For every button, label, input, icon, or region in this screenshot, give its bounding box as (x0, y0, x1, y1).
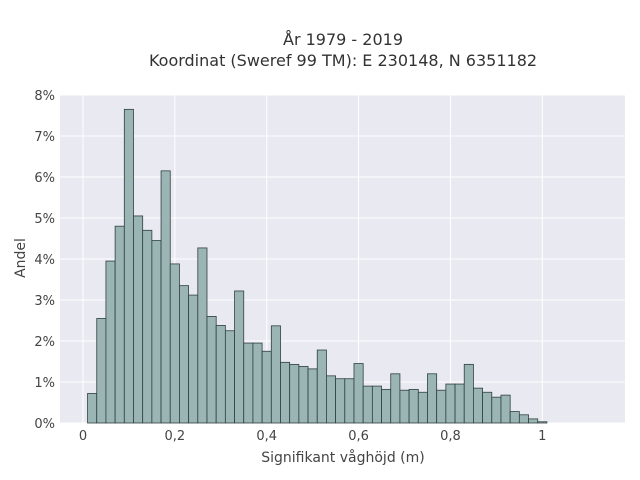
histogram-bar (243, 342, 254, 424)
histogram-bar (188, 294, 199, 424)
histogram-bar (142, 229, 153, 424)
histogram-bar (252, 342, 263, 424)
histogram-bar (353, 363, 364, 424)
y-tick-label: 0% (34, 417, 55, 432)
histogram-bar (500, 394, 511, 424)
histogram-bar (473, 387, 484, 424)
histogram-bar (123, 108, 134, 424)
y-axis-ticks: 0% 1% 2% 3% 4% 5% 6% 7% 8% (34, 89, 55, 432)
histogram-bar (151, 240, 162, 424)
x-tick-label: 0,2 (164, 429, 185, 444)
histogram-bar (463, 363, 474, 424)
x-tick-label: 0 (79, 429, 87, 444)
histogram-bar (179, 285, 190, 424)
histogram-bar (96, 318, 107, 424)
histogram-bar (371, 385, 382, 424)
histogram-bar (326, 375, 337, 424)
chart-title-line-2: Koordinat (Sweref 99 TM): E 230148, N 63… (149, 51, 537, 70)
histogram-bar (491, 396, 502, 424)
histogram-bar (289, 363, 300, 424)
y-tick-label: 7% (34, 130, 55, 145)
histogram-bar (234, 290, 245, 424)
x-axis-ticks: 0 0,2 0,4 0,6 0,8 1 (79, 429, 547, 444)
histogram-bar (307, 368, 318, 424)
histogram-bar (417, 391, 428, 424)
histogram-bar (133, 215, 144, 424)
histogram-bar (344, 378, 355, 424)
histogram-bar (399, 389, 410, 424)
histogram-bar (224, 330, 235, 424)
histogram-bar (362, 385, 373, 424)
histogram-bar (114, 225, 125, 424)
histogram-bar (436, 389, 447, 424)
y-tick-label: 1% (34, 376, 55, 391)
x-tick-label: 0,4 (256, 429, 277, 444)
histogram-bar (298, 366, 309, 424)
histogram-bar (454, 383, 465, 424)
histogram-bar (335, 378, 346, 424)
histogram-bar (261, 350, 272, 424)
y-tick-label: 3% (34, 294, 55, 309)
y-tick-label: 2% (34, 335, 55, 350)
histogram-bar (316, 349, 327, 424)
chart-title-line-1: År 1979 - 2019 (283, 30, 403, 49)
x-tick-label: 0,8 (440, 429, 461, 444)
histogram-bar (408, 388, 419, 424)
histogram-bar (206, 315, 217, 424)
x-tick-label: 0,6 (348, 429, 369, 444)
x-axis-title: Signifikant våghöjd (m) (261, 449, 424, 466)
histogram-bar (280, 361, 291, 424)
histogram-bar (197, 247, 208, 424)
histogram-bar (518, 414, 529, 424)
histogram-bar (390, 373, 401, 424)
x-tick-label: 1 (538, 429, 546, 444)
bars (87, 108, 548, 424)
histogram-bar (537, 421, 548, 424)
histogram-bar (482, 391, 493, 424)
histogram-bar (87, 393, 98, 424)
histogram-bar (445, 383, 456, 424)
y-axis-title: Andel (13, 238, 29, 278)
y-tick-label: 6% (34, 171, 55, 186)
histogram-bar (381, 388, 392, 424)
histogram-bar (169, 263, 180, 424)
histogram-bar (105, 260, 116, 424)
y-tick-label: 5% (34, 212, 55, 227)
histogram-bar (528, 418, 539, 424)
histogram-bar (427, 373, 438, 424)
y-tick-label: 8% (34, 89, 55, 104)
y-tick-label: 4% (34, 253, 55, 268)
histogram-bar (270, 325, 281, 424)
histogram-bar (160, 170, 171, 424)
histogram-bar (215, 325, 226, 424)
histogram-bar (509, 411, 520, 424)
